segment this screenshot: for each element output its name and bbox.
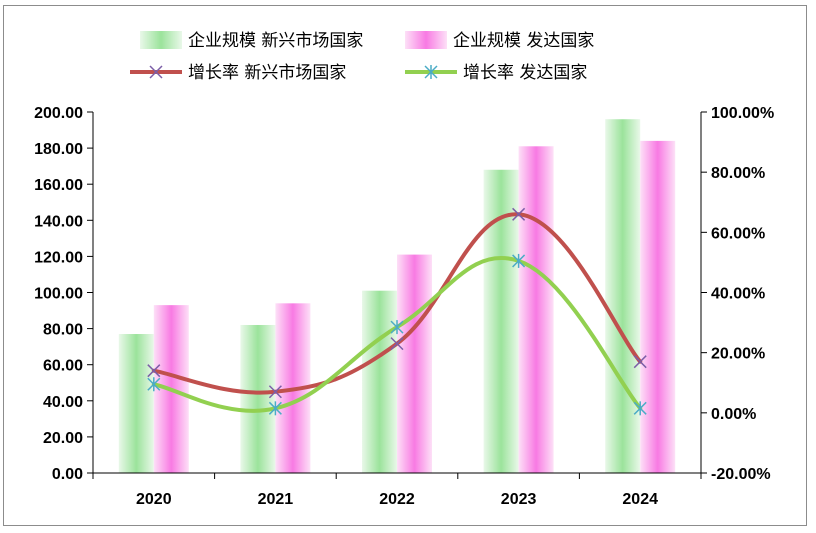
y-left-tick-label: 200.00 — [34, 105, 83, 122]
legend-label: 企业规模 新兴市场国家 — [188, 31, 363, 51]
point-2024-line1 — [633, 401, 647, 416]
bar-2020-s0 — [118, 334, 154, 473]
y-left-tick-label: 160.00 — [34, 177, 83, 194]
point-2023-line1 — [512, 253, 526, 268]
point-2023-line0 — [512, 207, 526, 221]
y-left-tick-label: 140.00 — [34, 213, 83, 230]
y-left-tick-label: 80.00 — [43, 322, 83, 339]
point-2021-line0 — [268, 385, 282, 399]
y-left-tick-label: 20.00 — [43, 430, 83, 447]
y-right-tick-label: 80.00% — [711, 165, 765, 182]
legend-item-0: 企业规模 新兴市场国家 — [140, 31, 363, 51]
point-2022-line1 — [390, 320, 404, 335]
y-left-tick-label: 100.00 — [34, 286, 83, 303]
legend-label: 企业规模 发达国家 — [453, 31, 594, 51]
y-right-tick-label: 0.00% — [711, 406, 756, 423]
y-right-tick-label: 20.00% — [711, 346, 765, 363]
point-2020-line0 — [147, 364, 161, 378]
legend-swatch — [140, 31, 182, 49]
bar-series-group — [118, 119, 676, 474]
legend-item-1: 企业规模 发达国家 — [405, 31, 594, 51]
y-right-tick-label: 100.00% — [711, 105, 774, 122]
line-series-group — [147, 207, 647, 416]
bar-2022-s0 — [362, 290, 397, 473]
x-tick-label: 2023 — [501, 491, 537, 508]
y-left-tick-label: 180.00 — [34, 141, 83, 158]
axes: 0.00 20.00 40.00 60.00 80.00 100.00 120.00 140.… — [34, 105, 774, 508]
x-tick-label: 2024 — [622, 491, 658, 508]
point-2024-line0 — [633, 355, 647, 369]
y-left-tick-label: 60.00 — [43, 358, 83, 375]
bar-2022-s1 — [397, 254, 432, 473]
x-tick-label: 2020 — [136, 491, 172, 508]
y-left-tick-label: 40.00 — [43, 394, 83, 411]
point-2020-line1 — [147, 377, 161, 392]
legend-item-3: 增长率 发达国家 — [405, 63, 587, 83]
bar-2023-s1 — [518, 146, 554, 474]
legend-label: 增长率 新兴市场国家 — [188, 63, 346, 83]
legend-swatch — [405, 31, 447, 49]
point-2022-line0 — [390, 337, 404, 351]
y-right-tick-label: 60.00% — [711, 225, 765, 242]
y-right-tick-label: 40.00% — [711, 286, 765, 303]
y-left-tick-label: 120.00 — [34, 249, 83, 266]
legend-label: 增长率 发达国家 — [463, 63, 587, 83]
line-series-1 — [151, 255, 643, 413]
bar-2024-s0 — [605, 119, 641, 473]
bar-2024-s1 — [640, 140, 676, 473]
legend-item-2: 增长率 新兴市场国家 — [130, 63, 346, 83]
y-left-tick-label: 0.00 — [52, 466, 83, 483]
point-2021-line1 — [268, 401, 282, 416]
line-series-0 — [151, 212, 643, 395]
x-tick-label: 2022 — [379, 491, 415, 508]
legend-marker — [424, 65, 438, 79]
x-tick-label: 2021 — [258, 491, 294, 508]
y-right-tick-label: -20.00% — [711, 466, 771, 483]
bar-2021-s0 — [240, 324, 276, 473]
legend-marker — [149, 65, 163, 79]
